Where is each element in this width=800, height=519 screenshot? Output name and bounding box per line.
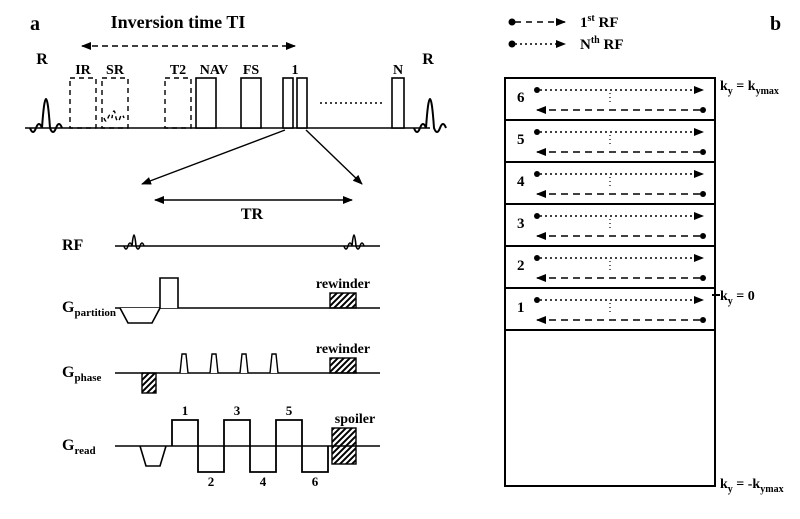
echoN <box>392 78 404 128</box>
gn-2: 2 <box>208 474 215 489</box>
gn-5: 5 <box>286 403 293 418</box>
k-mid: ky = 0 <box>720 289 755 307</box>
gpart-shape <box>120 278 178 323</box>
label-NAV: NAV <box>200 63 229 78</box>
label-T2: T2 <box>170 63 186 78</box>
krow-label: 3 <box>517 216 525 232</box>
legend: 1st RF Nth RF <box>509 13 624 53</box>
label-IR: IR <box>75 63 91 78</box>
label-R1: R <box>36 51 48 68</box>
zoom-right <box>306 130 362 184</box>
gread-spoiler <box>332 428 356 464</box>
rewinder1: rewinder <box>316 277 370 292</box>
krow-label: 4 <box>517 174 525 190</box>
panel-a: a Inversion time TI R IR SR T2 NAV FS 1 … <box>25 12 446 489</box>
echo1-b <box>297 78 307 128</box>
tr-label: TR <box>241 206 264 223</box>
gphase-b4 <box>270 354 278 373</box>
gread-label: Gread <box>62 437 96 457</box>
panel-b-label: b <box>770 13 781 35</box>
krow-label: 6 <box>517 90 525 106</box>
r-pulse-right <box>414 99 446 132</box>
ir-box <box>70 78 96 128</box>
top-sequence: R IR SR T2 NAV FS 1 N R <box>25 51 446 132</box>
rf-pulse-1 <box>124 235 144 249</box>
fs-box <box>241 78 261 128</box>
ti-label: Inversion time TI <box>111 12 246 32</box>
kspace: 6 5 4 3 2 1 ky = kymax ky = 0 ky = -kymax <box>505 78 784 495</box>
gphase-b3 <box>240 354 248 373</box>
label-SR: SR <box>106 63 125 78</box>
rf-pulse-2 <box>344 235 364 249</box>
gphase-b2 <box>210 354 218 373</box>
krow-label: 1 <box>517 300 525 316</box>
gphase-down <box>142 373 156 393</box>
label-1: 1 <box>292 63 299 78</box>
gpart-rewinder <box>330 293 356 308</box>
sr-pulse <box>104 111 124 121</box>
r-pulse-left <box>30 99 62 132</box>
panel-a-label: a <box>30 13 40 35</box>
legend-nth: Nth RF <box>580 35 624 53</box>
gn-6: 6 <box>312 474 319 489</box>
label-N: N <box>393 63 403 78</box>
rf-label: RF <box>62 237 84 254</box>
rewinder2: rewinder <box>316 342 370 357</box>
gread-pre <box>140 446 166 466</box>
spoiler: spoiler <box>335 412 375 427</box>
label-FS: FS <box>243 63 260 78</box>
gn-4: 4 <box>260 474 267 489</box>
panel-b: b 1st RF Nth RF 6 5 4 3 2 1 ky = kymax ky = 0… <box>505 13 784 495</box>
t2-box <box>165 78 191 128</box>
gpart-label: Gpartition <box>62 299 116 319</box>
k-top: ky = kymax <box>720 79 779 97</box>
echo1-a <box>283 78 293 128</box>
nav-box <box>196 78 216 128</box>
gphase-b1 <box>180 354 188 373</box>
legend-first: 1st RF <box>580 13 618 31</box>
krow-label: 2 <box>517 258 525 274</box>
label-R2: R <box>422 51 434 68</box>
k-bot: ky = -kymax <box>720 477 784 495</box>
zoom-left <box>142 130 285 184</box>
gphase-label: Gphase <box>62 364 101 384</box>
gn-3: 3 <box>234 403 241 418</box>
gn-1: 1 <box>182 403 189 418</box>
krow-label: 5 <box>517 132 525 148</box>
gphase-rewinder <box>330 358 356 373</box>
